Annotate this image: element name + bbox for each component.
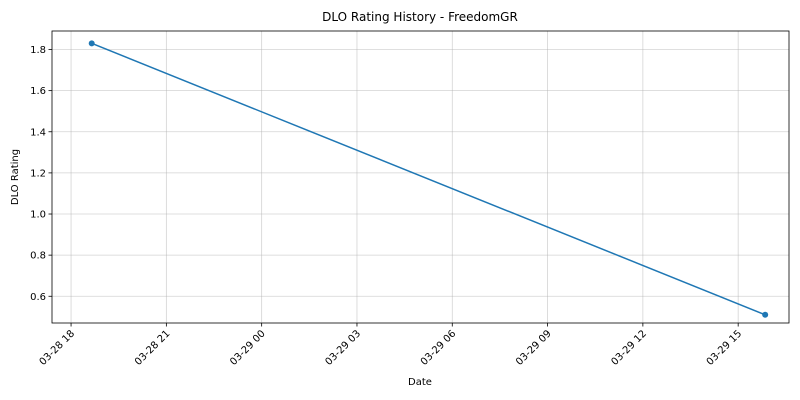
grid-layer (52, 31, 789, 323)
x-tick-label: 03-29 09 (514, 328, 554, 368)
x-tick-label: 03-28 18 (38, 328, 78, 368)
data-point (88, 40, 95, 47)
tick-layer: 0.6 0.8 1.0 1.2 1.4 1.6 1.8 03-28 18 03-28 21 03-… (30, 45, 744, 368)
series-line (91, 42, 766, 316)
data-point (762, 311, 769, 318)
y-tick-label: 0.8 (30, 251, 46, 262)
plot-frame (51, 30, 790, 324)
y-tick-label: 1.8 (30, 45, 46, 56)
x-tick-label: 03-29 06 (419, 328, 459, 368)
y-tick-label: 1.0 (30, 210, 46, 221)
x-tick-label: 03-29 15 (705, 328, 745, 368)
x-tick-label: 03-29 03 (324, 328, 364, 368)
x-tick-label: 03-28 21 (133, 328, 173, 368)
x-tick-label: 03-29 00 (228, 328, 268, 368)
y-tick-label: 0.6 (30, 292, 46, 303)
y-tick-label: 1.4 (30, 127, 46, 138)
chart-title: DLO Rating History - FreedomGR (322, 10, 518, 24)
y-tick-label: 1.2 (30, 168, 46, 179)
series-layer (88, 40, 769, 318)
x-axis-title: Date (408, 377, 432, 388)
y-tick-label: 1.6 (30, 86, 46, 97)
y-axis-title: DLO Rating (10, 149, 21, 205)
x-tick-label: 03-29 12 (609, 328, 649, 368)
